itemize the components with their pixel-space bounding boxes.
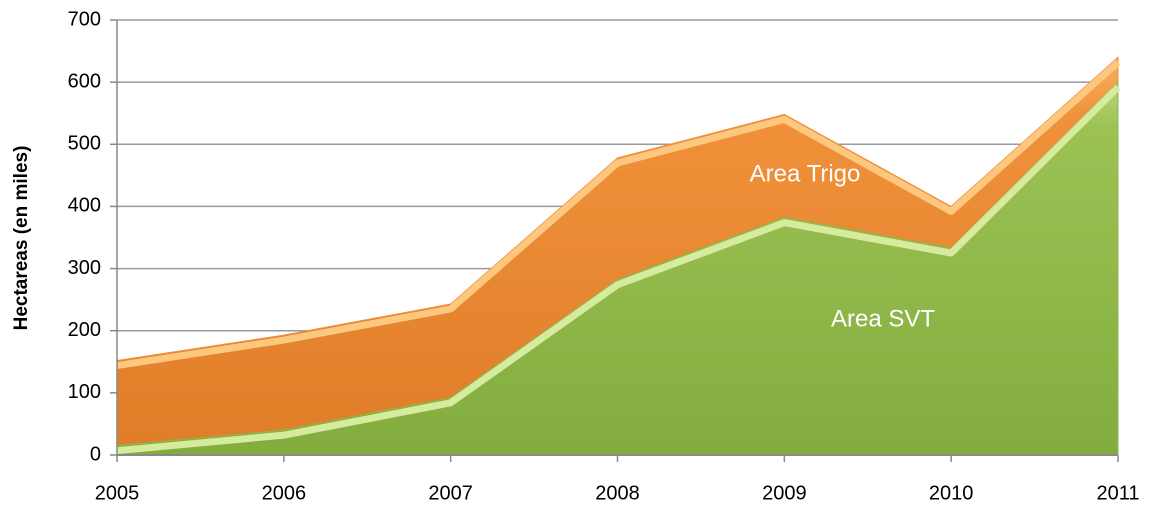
x-tick-label: 2005 — [95, 482, 140, 504]
area — [116, 80, 1119, 456]
series-label: Area Trigo — [750, 160, 861, 187]
y-tick-label: 100 — [68, 381, 101, 403]
area-edge — [116, 84, 1121, 455]
area-edge — [116, 59, 1121, 370]
y-tick-label: 400 — [68, 195, 101, 217]
y-tick-label: 200 — [68, 319, 101, 341]
series-label: Area SVT — [831, 305, 935, 332]
y-axis-title: Hectareas (en miles) — [11, 146, 32, 331]
x-tick-label: 2011 — [1096, 482, 1139, 504]
x-tick-label: 2010 — [929, 482, 974, 504]
y-tick-label: 0 — [90, 443, 101, 465]
x-tick-label: 2008 — [595, 482, 640, 504]
y-tick-label: 300 — [68, 257, 101, 279]
x-tick-label: 2009 — [762, 482, 807, 504]
y-tick-label: 500 — [68, 133, 101, 155]
y-tick-label: 700 — [68, 8, 101, 30]
x-tick-label: 2006 — [262, 482, 307, 504]
x-tick-label: 2007 — [428, 482, 473, 504]
y-tick-label: 600 — [68, 70, 101, 92]
